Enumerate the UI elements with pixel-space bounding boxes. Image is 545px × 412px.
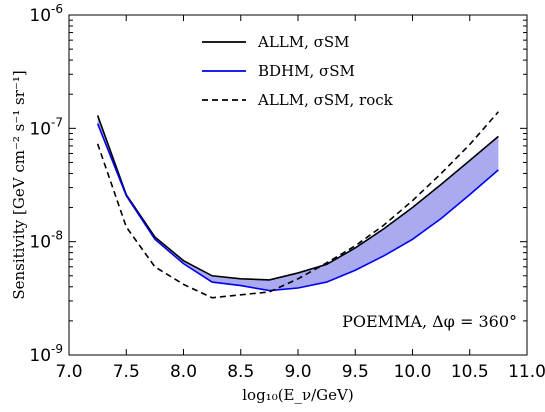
legend: ALLM, σSM BDHM, σSM ALLM, σSM, rock [202, 33, 394, 109]
shaded-band-layer [97, 115, 499, 291]
series-layer [96, 111, 499, 299]
y-tick-label: 10-6 [29, 2, 63, 26]
x-tick-label: 10.0 [394, 362, 432, 382]
x-tick-label: 9.5 [342, 362, 369, 382]
x-tick-label: 8.0 [170, 362, 197, 382]
y-tick-label: 10-9 [29, 342, 63, 366]
x-tick-label: 8.5 [227, 362, 254, 382]
shaded-band [97, 115, 499, 291]
x-tick-label: 7.5 [113, 362, 140, 382]
series-line-1 [96, 115, 499, 281]
x-tick-label: 7.0 [55, 362, 82, 382]
x-tick-label: 11.0 [508, 362, 545, 382]
legend-label-2: BDHM, σSM [258, 62, 355, 80]
y-axis-label: Sensitivity [GeV cm⁻² s⁻¹ sr⁻¹] [10, 70, 28, 299]
legend-label-1: ALLM, σSM [257, 33, 350, 51]
x-axis-label: log₁₀(E_ν/GeV) [242, 386, 353, 404]
series-line-3 [96, 111, 499, 299]
x-tick-label: 9.0 [284, 362, 311, 382]
tick-layer: 7.0 7.5 8.0 8.5 9.0 9.5 10.0 10.5 11.0 10-9 10-8 10… [29, 2, 545, 382]
y-tick-label: 10-7 [29, 115, 63, 139]
x-tick-label: 10.5 [451, 362, 489, 382]
series-line-2 [96, 123, 499, 292]
legend-label-3: ALLM, σSM, rock [257, 91, 394, 109]
annotation-text: POEMMA, Δφ = 360° [342, 312, 517, 331]
y-tick-label: 10-8 [29, 229, 63, 253]
